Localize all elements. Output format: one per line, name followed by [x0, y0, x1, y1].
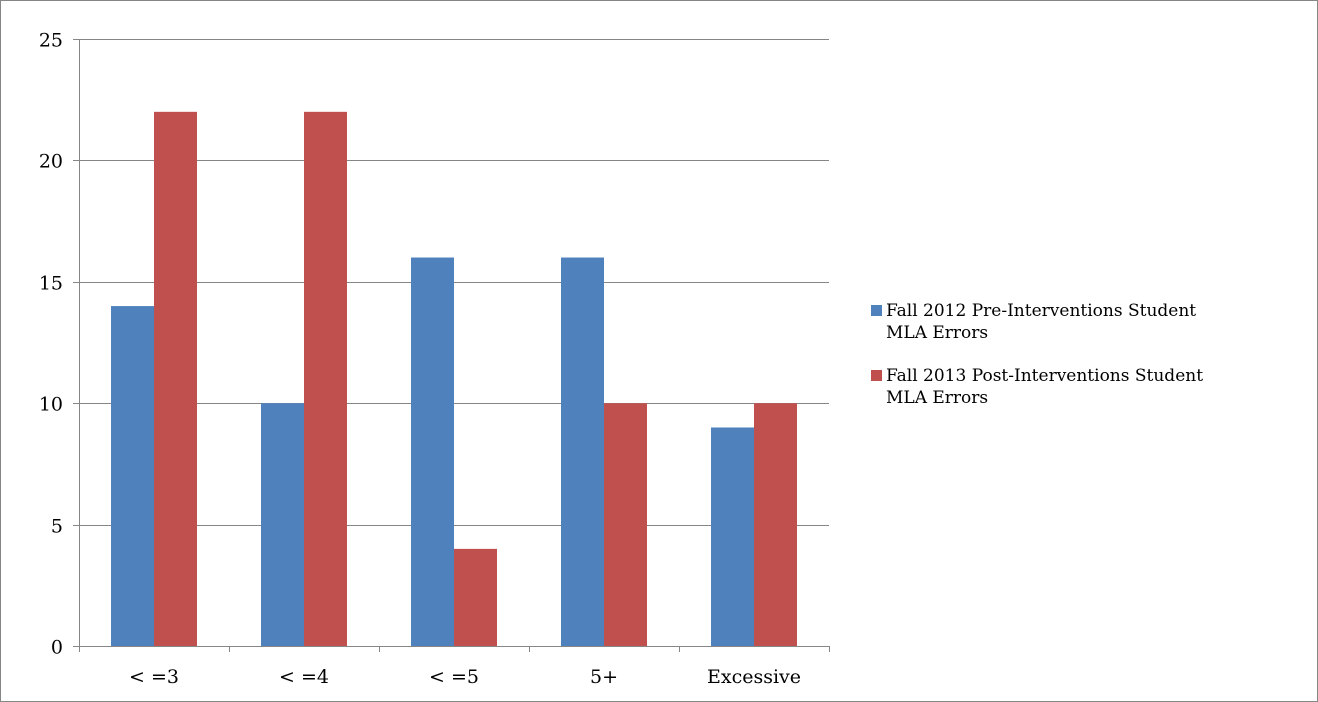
x-tick-label-<=4: < =4: [279, 666, 329, 688]
y-tick-label-10: 10: [39, 394, 63, 416]
bar-series-1-Excessive: [711, 427, 754, 646]
legend-label-series-2-line-2: MLA Errors: [886, 388, 989, 408]
bar-series-1-5+: [561, 257, 604, 646]
bar-series-2-5+: [604, 403, 647, 646]
bar-series-2-<=3: [154, 111, 197, 647]
x-tick-label-<=3: < =3: [129, 666, 179, 688]
legend-entry-series-2: Fall 2013 Post-Interventions Student MLA…: [869, 365, 1309, 409]
legend-swatch-series-1: [871, 305, 882, 316]
bar-series-1-<=4: [261, 403, 304, 646]
y-tick-label-25: 25: [39, 30, 63, 52]
tick-labels: 0 5 10 15 20 25 < =3 < =4 < =5 5+ Excessive: [39, 30, 801, 689]
bar-series-2-<=5: [454, 548, 497, 646]
bar-series-2-Excessive: [754, 403, 797, 646]
legend-label-series-1-line-1: Fall 2012 Pre-Interventions Student: [886, 301, 1197, 321]
legend-entry-series-1: Fall 2012 Pre-Interventions Student MLA …: [869, 300, 1309, 344]
y-tick-label-15: 15: [39, 273, 63, 295]
legend-swatch-series-2: [871, 370, 882, 381]
legend-label-series-2-line-1: Fall 2013 Post-Interventions Student: [886, 366, 1204, 386]
x-tick-label-Excessive: Excessive: [707, 666, 801, 688]
y-tick-label-5: 5: [51, 516, 63, 538]
axes: [73, 39, 830, 652]
bar-series-1-<=3: [111, 306, 154, 646]
bar-series-2-<=4: [304, 111, 347, 647]
x-tick-label-<=5: < =5: [429, 666, 479, 688]
bar-series-1-<=5: [411, 257, 454, 646]
legend-label-series-1-line-2: MLA Errors: [886, 323, 989, 343]
y-tick-label-20: 20: [39, 151, 63, 173]
legend: Fall 2012 Pre-Interventions Student MLA …: [869, 300, 1309, 430]
x-tick-label-5+: 5+: [590, 666, 618, 688]
bars: [111, 111, 797, 647]
y-tick-label-0: 0: [51, 637, 63, 659]
